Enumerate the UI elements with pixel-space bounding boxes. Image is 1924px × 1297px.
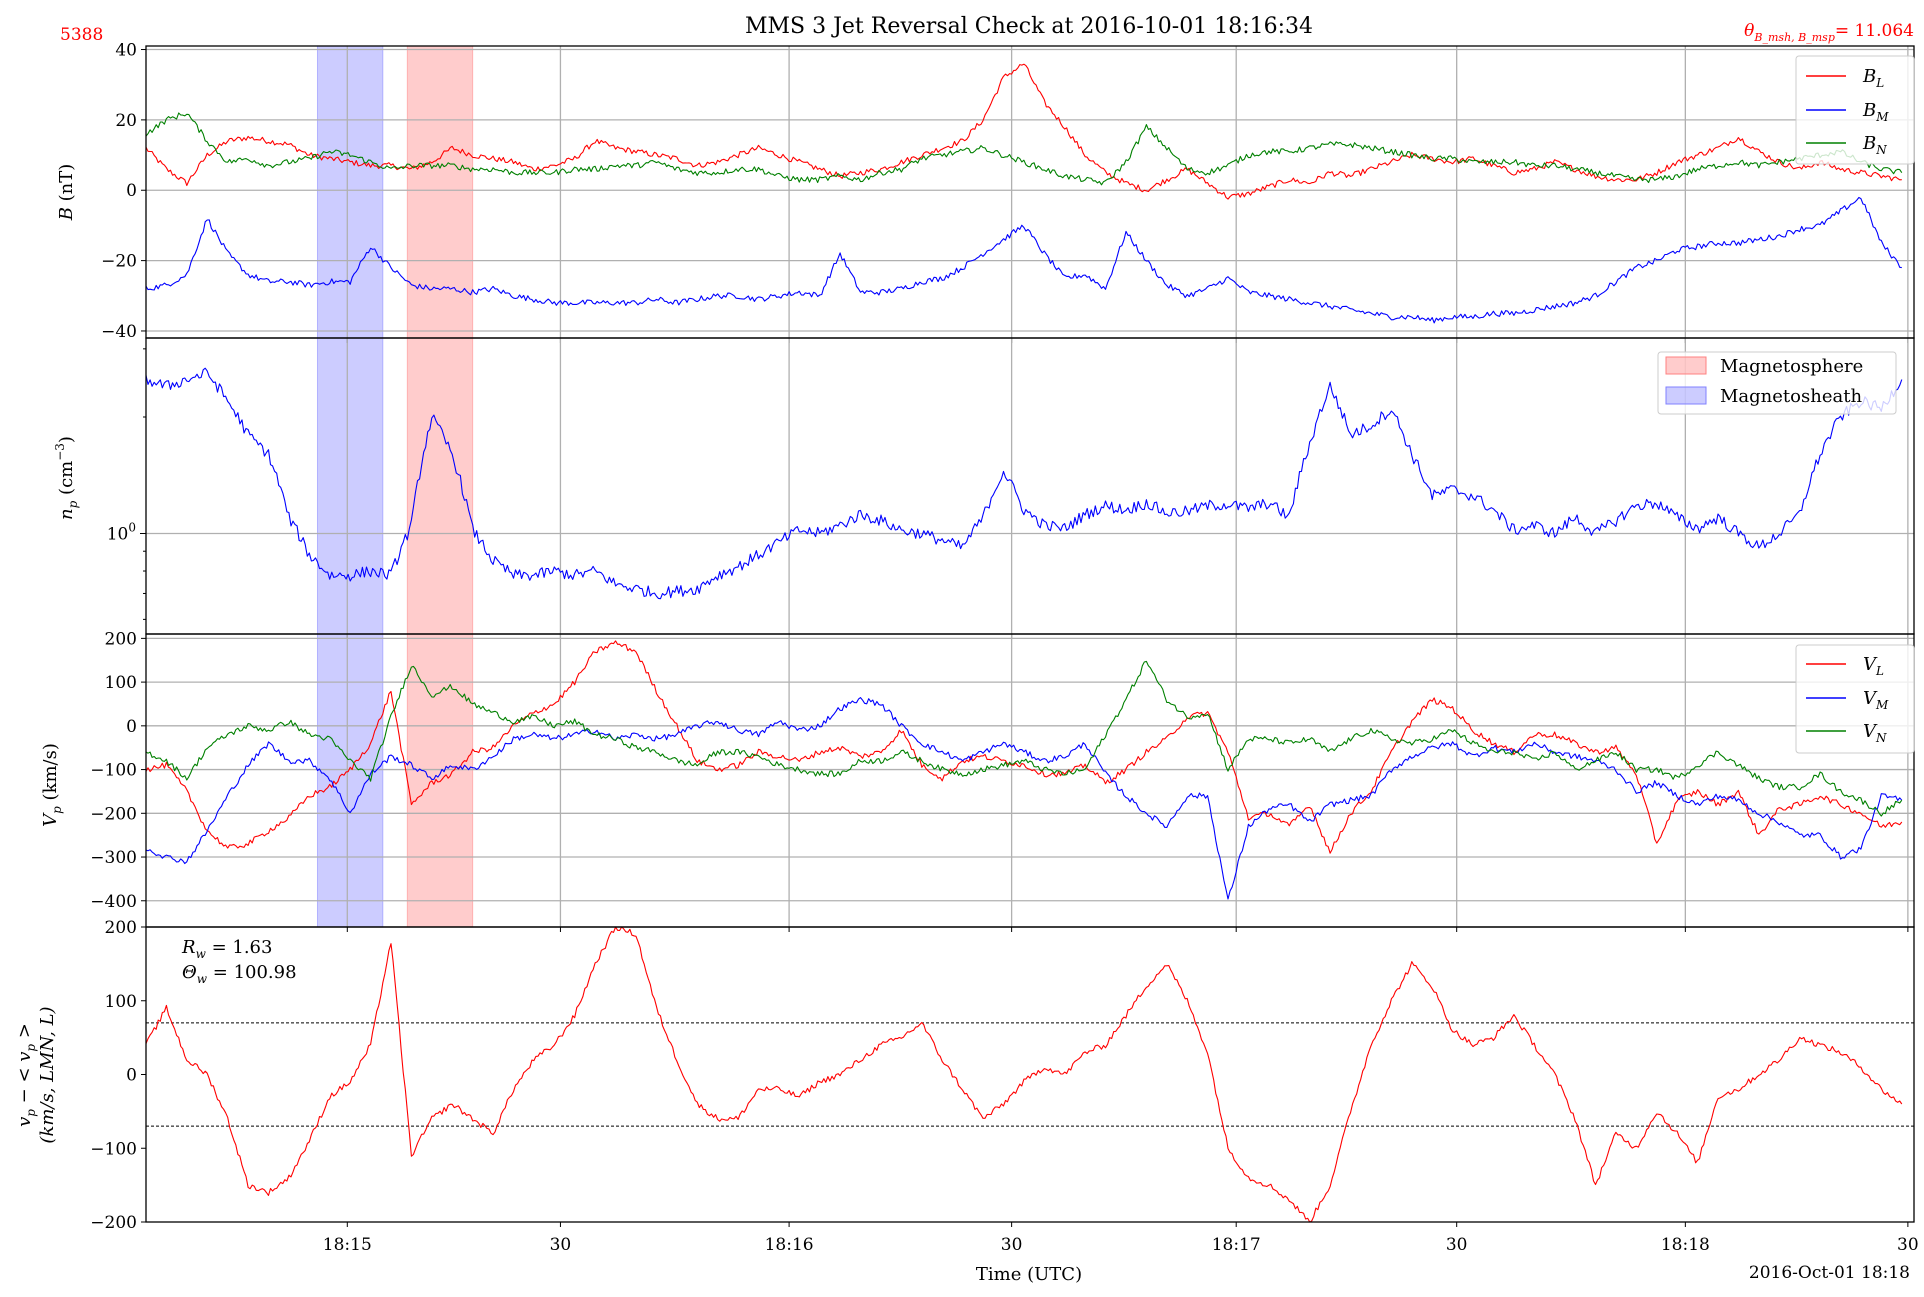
rw-annotation: Rw = 1.63 [181, 937, 272, 961]
ylabel-B: B (nT) [56, 164, 77, 222]
y-tick-label: −20 [101, 252, 137, 272]
panel-frames [145, 45, 1915, 1223]
legend-regions: Magnetosphere Magnetosheath [1657, 351, 1897, 415]
series-V-M [145, 697, 1903, 900]
y-tick-label: 200 [105, 918, 137, 938]
y-tick-label: −100 [90, 761, 137, 781]
x-tick-label: 30 [1446, 1235, 1468, 1255]
x-tick-label: 30 [1897, 1235, 1919, 1255]
ylabel-np: np (cm−3) [53, 436, 80, 520]
theta-annotation: θB_msh, B_msp= 11.064 [1744, 21, 1914, 44]
ylabel-dv-line2: (km/s, LMN, L) [37, 1006, 58, 1143]
y-tick-label: 20 [115, 111, 137, 131]
ylabel-Vp: Vp (km/s) [40, 743, 64, 827]
series-B-N [145, 112, 1903, 186]
corner-id: 5388 [60, 25, 103, 45]
chart-title: MMS 3 Jet Reversal Check at 2016-10-01 1… [745, 14, 1313, 39]
region-shading [316, 45, 474, 928]
x-tick-label: 30 [1001, 1235, 1023, 1255]
y-tick-label: 200 [105, 629, 137, 649]
x-tick-labels: 18:15 30 18:16 30 18:17 30 18:18 30 [323, 1235, 1919, 1255]
y-tick-label: 100 [107, 521, 136, 545]
x-axis-label: Time (UTC) [976, 1264, 1082, 1285]
y-tick-label: 0 [126, 181, 137, 201]
legend-magnetosheath-label: Magnetosheath [1720, 386, 1862, 407]
y-tick-label: 0 [126, 1066, 137, 1086]
data-series [145, 63, 1903, 1223]
region-magnetosheath [316, 45, 384, 928]
series-V-N [145, 660, 1903, 817]
y-tick-label: 100 [105, 673, 137, 693]
legend-magnetosheath-swatch [1665, 386, 1707, 405]
region-magnetosphere [406, 45, 474, 928]
series-n-p [145, 367, 1903, 600]
y-tick-label: −100 [90, 1139, 137, 1159]
y-tick-label: −300 [90, 848, 137, 868]
y-tick-label: −400 [90, 892, 137, 912]
theta-subscript: B_msh, B_msp [1753, 31, 1834, 44]
legend-magnetosphere-label: Magnetosphere [1720, 356, 1863, 377]
y-tick-label: −200 [90, 1213, 137, 1233]
y-tick-label: 40 [115, 41, 137, 61]
series-v-p-L-v-p-L- [145, 926, 1903, 1223]
legend-magnetosphere-swatch [1665, 356, 1707, 375]
x-tick-label: 30 [550, 1235, 572, 1255]
series-B-M [145, 196, 1902, 324]
y-tick-label: 100 [105, 992, 137, 1012]
x-tick-label: 18:16 [765, 1235, 814, 1255]
y-tick-label: −200 [90, 804, 137, 824]
legend-B: BL BM BN [1795, 55, 1915, 165]
x-tick-label: 18:17 [1212, 1235, 1261, 1255]
x-tick-label: 18:15 [323, 1235, 372, 1255]
y-tick-label: 0 [126, 717, 137, 737]
grid-lines [140, 46, 1914, 1227]
y-tick-labels: −40−2002040100−400−300−200−1000100200−20… [90, 41, 137, 1233]
x-tick-label: 18:18 [1661, 1235, 1710, 1255]
legend-V: VL VM VN [1795, 644, 1915, 754]
panel-frame [145, 926, 1915, 1223]
y-tick-label: −40 [101, 322, 137, 342]
reference-lines [146, 1022, 1914, 1127]
thetaw-annotation: Θw = 100.98 [182, 962, 297, 986]
theta-value: = 11.064 [1835, 21, 1914, 41]
theta-symbol: θ [1744, 21, 1754, 41]
x-date-label: 2016-Oct-01 18:18 [1749, 1263, 1910, 1283]
ylabel-dv-line1: vp − < vp > [14, 1023, 38, 1127]
series-B-L [145, 63, 1902, 200]
series-V-L [145, 640, 1903, 854]
